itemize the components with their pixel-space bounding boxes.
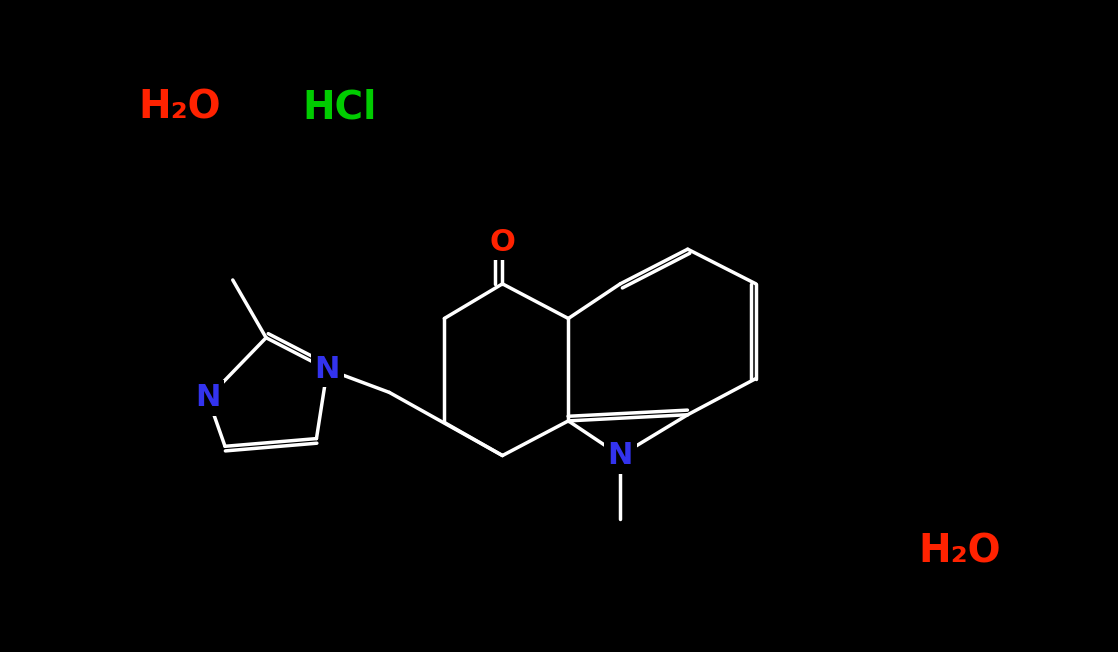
Text: H₂O: H₂O: [918, 532, 1001, 570]
Text: N: N: [314, 355, 340, 384]
Text: N: N: [607, 441, 633, 470]
Text: H₂O: H₂O: [139, 89, 221, 126]
Text: N: N: [196, 383, 220, 412]
Text: O: O: [490, 228, 515, 257]
Text: HCl: HCl: [303, 89, 377, 126]
